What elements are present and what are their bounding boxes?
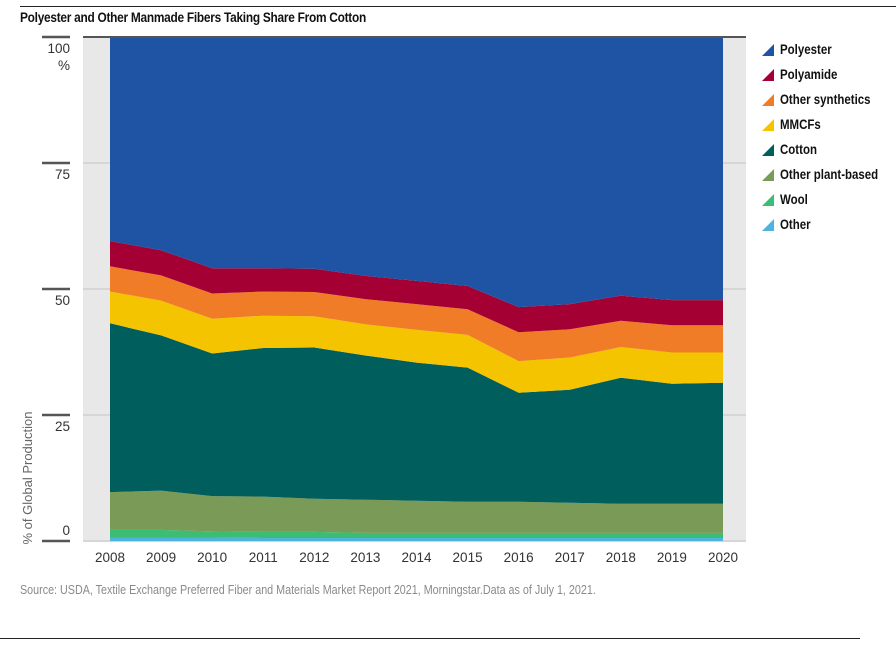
y-unit-label: % (58, 58, 70, 73)
legend-item-wool: Wool (762, 187, 896, 212)
chart-legend: Polyester Polyamide Other synthetics MMCFs C… (762, 37, 896, 237)
x-tick-label: 2015 (453, 550, 483, 565)
legend-item-mmcfs: MMCFs (762, 112, 896, 137)
x-tick-label: 2020 (708, 550, 738, 565)
legend-item-cotton: Cotton (762, 137, 896, 162)
x-tick-label: 2018 (606, 550, 636, 565)
x-tick-label: 2019 (657, 550, 687, 565)
legend-label: Other plant-based (780, 167, 879, 182)
area-other (110, 537, 723, 541)
chart-title: Polyester and Other Manmade Fibers Takin… (20, 10, 366, 25)
legend-item-other-plant-based: Other plant-based (762, 162, 896, 187)
legend-swatch-icon (762, 93, 774, 106)
legend-swatch-icon (762, 143, 774, 156)
area-other-synthetics (110, 266, 723, 362)
legend-swatch-icon (762, 68, 774, 81)
x-tick-label: 2012 (299, 550, 329, 565)
y-tick-label: 100 (47, 41, 70, 56)
x-tick-label: 2010 (197, 550, 227, 565)
legend-swatch-icon (762, 193, 774, 206)
legend-label: Polyamide (780, 67, 838, 82)
x-tick-label: 2009 (146, 550, 176, 565)
y-tick-label: 50 (55, 293, 70, 308)
area-polyamide (110, 241, 723, 333)
x-tick-label: 2013 (350, 550, 380, 565)
legend-item-polyamide: Polyamide (762, 62, 896, 87)
legend-swatch-icon (762, 118, 774, 131)
y-axis-title: % of Global Production (20, 412, 35, 545)
legend-swatch-icon (762, 168, 774, 181)
legend-label: Other synthetics (780, 92, 871, 107)
area-other-plant-based (110, 490, 723, 533)
y-tick-label: 25 (55, 419, 70, 434)
x-tick-label: 2017 (555, 550, 585, 565)
legend-item-other: Other (762, 212, 896, 237)
legend-swatch-icon (762, 218, 774, 231)
legend-item-other-synthetics: Other synthetics (762, 87, 896, 112)
area-polyester (110, 37, 723, 308)
legend-label: Other (780, 217, 811, 232)
legend-label: Cotton (780, 142, 817, 157)
legend-item-polyester: Polyester (762, 37, 896, 62)
area-mmcfs (110, 291, 723, 393)
x-tick-label: 2011 (249, 550, 278, 565)
x-tick-label: 2014 (401, 550, 432, 565)
legend-label: MMCFs (780, 117, 821, 132)
legend-swatch-icon (762, 43, 774, 56)
x-tick-label: 2016 (504, 550, 534, 565)
legend-label: Polyester (780, 42, 832, 57)
bottom-rule (0, 638, 860, 639)
x-tick-label: 2008 (95, 550, 125, 565)
y-tick-label: 75 (55, 167, 70, 182)
y-tick-label: 0 (62, 523, 70, 538)
legend-label: Wool (780, 192, 808, 207)
top-rule (20, 6, 896, 7)
area-cotton (110, 323, 723, 504)
source-note: Source: USDA, Textile Exchange Preferred… (20, 583, 596, 597)
area-wool (110, 529, 723, 538)
